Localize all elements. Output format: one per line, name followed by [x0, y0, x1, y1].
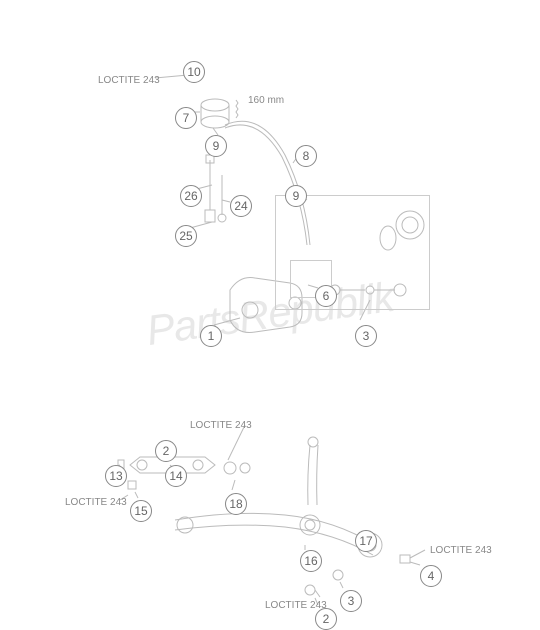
- callout-8: 8: [295, 145, 317, 167]
- callout-3b: 3: [340, 590, 362, 612]
- callout-2a: 2: [155, 440, 177, 462]
- callout-25: 25: [175, 225, 197, 247]
- label-loctite-1: LOCTITE 243: [98, 75, 160, 86]
- label-loctite-5: LOCTITE 243: [265, 600, 327, 611]
- callout-18: 18: [225, 493, 247, 515]
- callout-4: 4: [420, 565, 442, 587]
- callout-9a: 9: [205, 135, 227, 157]
- callout-1: 1: [200, 325, 222, 347]
- callout-10: 10: [183, 61, 205, 83]
- label-loctite-3: LOCTITE 243: [65, 497, 127, 508]
- callout-2b: 2: [315, 608, 337, 630]
- callout-24: 24: [230, 195, 252, 217]
- callout-16: 16: [300, 550, 322, 572]
- callout-7: 7: [175, 107, 197, 129]
- callout-15: 15: [130, 500, 152, 522]
- callout-17: 17: [355, 530, 377, 552]
- callout-9b: 9: [285, 185, 307, 207]
- callout-26: 26: [180, 185, 202, 207]
- label-length: 160 mm: [248, 95, 284, 106]
- callout-3a: 3: [355, 325, 377, 347]
- callout-14: 14: [165, 465, 187, 487]
- callout-6: 6: [315, 285, 337, 307]
- label-loctite-2: LOCTITE 243: [190, 420, 252, 431]
- callout-13: 13: [105, 465, 127, 487]
- label-loctite-4: LOCTITE 243: [430, 545, 492, 556]
